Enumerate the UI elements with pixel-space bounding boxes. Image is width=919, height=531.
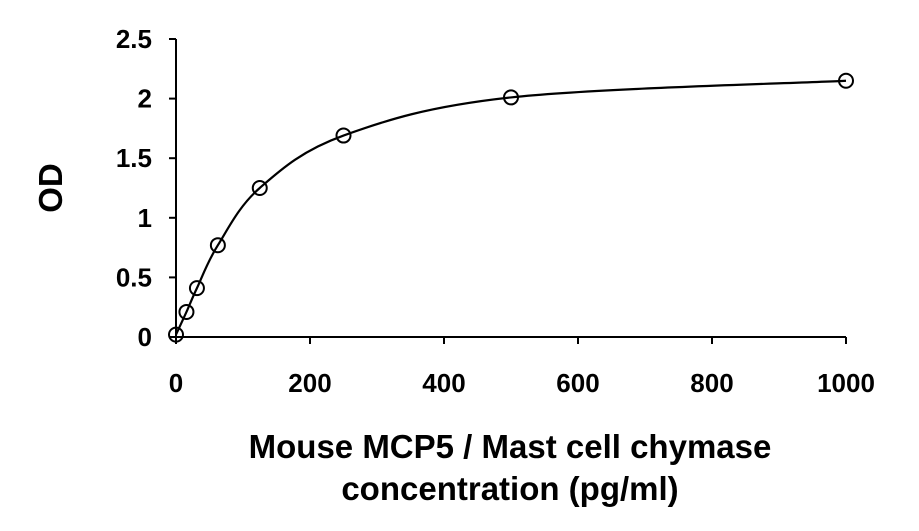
x-tick-label: 1000 [817,368,875,398]
x-axis-title-line: Mouse MCP5 / Mast cell chymase [249,428,772,465]
data-point [838,72,854,89]
y-tick-label: 2 [138,84,152,114]
x-tick-label: 0 [169,368,183,398]
x-tick-label: 400 [422,368,465,398]
text-layer: 0 0.5 1 1.5 2 2.5 0 200 400 600 800 1000 OD Mouse MCP… [32,24,875,507]
data-point [209,237,226,254]
y-tick-label: 0 [138,322,152,352]
data-point [335,127,352,144]
data-point [168,326,184,343]
y-tick-label: 1 [138,203,152,233]
x-axis-title-line: concentration (pg/ml) [341,470,678,507]
x-tick-label: 200 [288,368,331,398]
data-point [188,280,205,297]
fit-curve [175,79,847,336]
x-tick-label: 600 [556,368,599,398]
data-point [503,89,519,106]
y-tick-label: 0.5 [116,262,152,292]
y-axis-title: OD [32,163,69,213]
curve-layer [175,79,847,336]
data-point [251,180,268,196]
data-point [178,303,195,320]
y-tick-label: 2.5 [116,24,152,54]
x-tick-label: 800 [690,368,733,398]
axes-layer [169,38,847,344]
marker-layer [168,72,854,343]
y-tick-label: 1.5 [116,143,152,173]
